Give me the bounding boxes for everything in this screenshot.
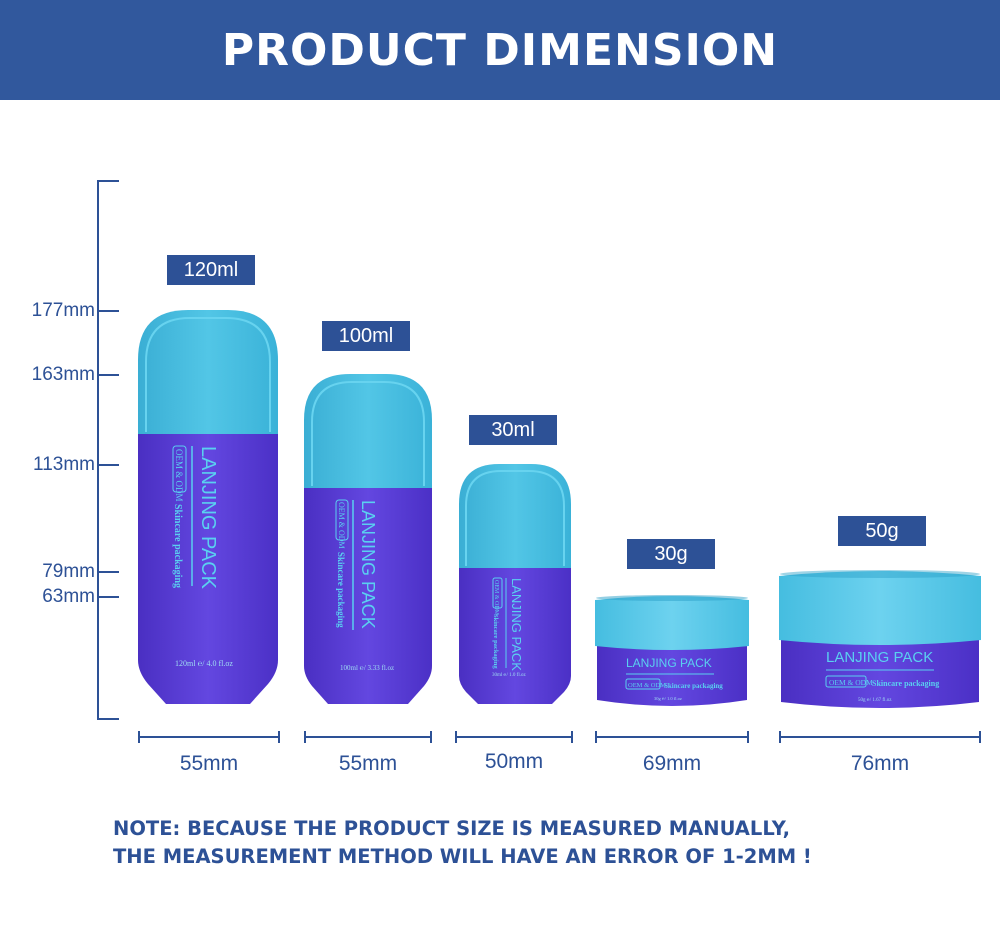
bottle-120ml-subtitle: Skincare packaging bbox=[172, 504, 183, 588]
width-dimension-line bbox=[779, 731, 981, 743]
jar-50g-brand: LANJING PACK bbox=[826, 649, 933, 666]
height-axis-tick bbox=[97, 310, 119, 312]
width-label-30g: 69mm bbox=[642, 752, 702, 775]
page-title: PRODUCT DIMENSION bbox=[221, 24, 779, 76]
bottle-30ml-brand: LANJING PACK bbox=[509, 578, 524, 671]
note-line-1: NOTE: BECAUSE THE PRODUCT SIZE IS MEASUR… bbox=[113, 817, 791, 840]
height-axis-tick bbox=[97, 596, 119, 598]
bottle-100ml-capacity: 100ml ℮/ 3.33 fl.oz bbox=[340, 664, 394, 672]
bottle-30ml-subtitle: Skincare packaging bbox=[492, 614, 499, 669]
jar-50g-badge: OEM & ODM bbox=[829, 678, 873, 687]
height-label-163: 163mm bbox=[31, 364, 95, 385]
measurement-note: NOTE: BECAUSE THE PRODUCT SIZE IS MEASUR… bbox=[113, 815, 973, 871]
header-banner: PRODUCT DIMENSION bbox=[0, 0, 1000, 100]
height-axis-tick bbox=[97, 464, 119, 466]
jar-30g-brand: LANJING PACK bbox=[626, 656, 712, 670]
jar-30g-subtitle: Skincare packaging bbox=[664, 682, 723, 690]
width-dimension-line bbox=[138, 731, 280, 743]
width-label-120ml: 55mm bbox=[179, 752, 239, 775]
height-axis-tick bbox=[97, 180, 119, 182]
volume-tag-30ml: 30ml bbox=[469, 415, 557, 445]
bottle-100ml: LANJING PACK OEM & ODM Skincare packagin… bbox=[304, 374, 432, 704]
height-axis-tick bbox=[97, 718, 119, 720]
bottle-100ml-brand: LANJING PACK bbox=[358, 500, 378, 629]
bottle-100ml-badge: OEM & ODM bbox=[337, 502, 346, 549]
height-label-79: 79mm bbox=[42, 561, 95, 582]
volume-tag-100ml: 100ml bbox=[322, 321, 410, 351]
width-dimension-line bbox=[595, 731, 749, 743]
width-label-50g: 76mm bbox=[850, 752, 910, 775]
jar-50g-capacity: 50g ℮/ 1.67 fl.oz bbox=[858, 698, 892, 703]
bottle-120ml-capacity: 120ml ℮/ 4.0 fl.oz bbox=[175, 659, 233, 668]
jar-30g-badge: OEM & ODM bbox=[628, 682, 666, 689]
bottle-30ml-capacity: 30ml ℮/ 1.0 fl.oz bbox=[492, 673, 526, 678]
width-label-30ml: 50mm bbox=[484, 750, 544, 773]
height-label-113: 113mm bbox=[33, 454, 95, 475]
bottle-120ml-brand: LANJING PACK bbox=[197, 446, 219, 590]
jar-30g-capacity: 30g ℮/ 1.0 fl.oz bbox=[654, 696, 682, 701]
height-axis-line bbox=[97, 180, 99, 720]
note-line-2: THE MEASUREMENT METHOD WILL HAVE AN ERRO… bbox=[113, 845, 812, 868]
volume-tag-50g: 50g bbox=[838, 516, 926, 546]
bottle-120ml-badge: OEM & ODM bbox=[174, 449, 184, 502]
jar-50g: LANJING PACK OEM & ODM Skincare packagin… bbox=[779, 570, 981, 708]
jar-50g-subtitle: Skincare packaging bbox=[872, 679, 939, 688]
height-label-177: 177mm bbox=[31, 300, 95, 321]
width-label-100ml: 55mm bbox=[338, 752, 398, 775]
width-dimension-line bbox=[304, 731, 432, 743]
width-dimension-line bbox=[455, 731, 573, 743]
bottle-30ml: LANJING PACK OEM & ODM Skincare packagin… bbox=[459, 464, 571, 704]
bottle-120ml: LANJING PACK OEM & ODM Skincare packagin… bbox=[138, 310, 278, 704]
jar-30g: LANJING PACK OEM & ODM Skincare packagin… bbox=[595, 595, 749, 706]
volume-tag-120ml: 120ml bbox=[167, 255, 255, 285]
volume-tag-30g: 30g bbox=[627, 539, 715, 569]
height-label-63: 63mm bbox=[42, 586, 95, 607]
bottle-100ml-subtitle: Skincare packaging bbox=[336, 552, 346, 628]
bottle-30ml-badge: OEM & ODM bbox=[493, 580, 499, 616]
height-axis-tick bbox=[97, 374, 119, 376]
height-axis-tick bbox=[97, 571, 119, 573]
